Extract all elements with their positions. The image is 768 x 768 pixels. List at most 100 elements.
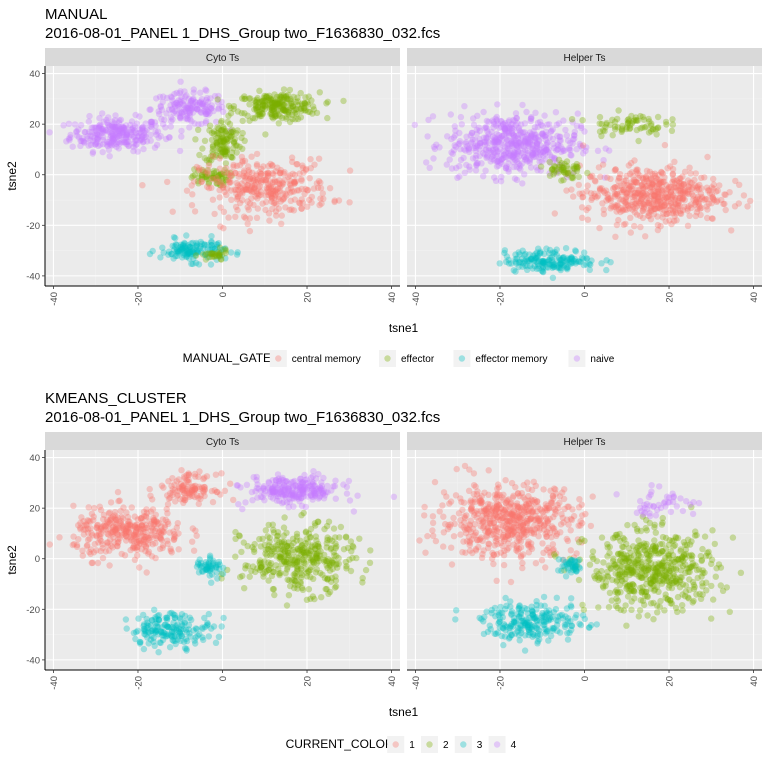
data-point [94,136,101,143]
data-point [304,187,311,194]
data-point [531,150,538,157]
legend-item: central memory [269,350,361,367]
data-point [69,541,77,549]
facet-strip-label: Helper Ts [563,437,605,448]
data-point [162,124,169,131]
data-point [186,109,193,117]
data-point [302,94,309,101]
data-point [204,107,211,114]
data-point [133,141,140,148]
data-point [161,116,168,123]
data-point [513,176,521,184]
data-point [160,93,167,100]
data-point [709,527,716,534]
data-point [148,118,156,126]
data-point [118,129,125,136]
data-point [189,100,196,107]
data-point [252,102,259,109]
data-point [178,127,185,135]
data-point [183,477,190,484]
data-point [342,533,350,540]
data-point [431,478,439,486]
data-point [241,110,248,117]
data-point [479,550,486,558]
x-tick-label: 0 [218,676,229,681]
data-point [693,532,700,539]
data-point [210,175,217,182]
data-point [496,157,503,165]
data-point [480,108,487,116]
data-point [281,558,288,565]
data-point [178,110,185,117]
data-point [167,93,175,100]
data-point [178,611,186,618]
data-point [490,560,497,568]
data-point [238,134,245,141]
data-point [197,98,205,105]
data-point [637,192,644,199]
data-point [171,107,178,115]
data-point [139,182,146,189]
data-point [448,561,456,568]
data-point [291,107,298,114]
data-point [186,124,193,131]
data-point [519,101,526,109]
data-point [156,93,164,101]
data-point [282,570,289,577]
data-point [519,564,526,572]
data-point [196,151,203,159]
data-point [108,138,116,145]
data-point [280,195,287,203]
data-point [122,122,130,129]
data-point [539,540,546,547]
data-point [366,559,374,566]
data-point [215,145,223,153]
data-point [198,240,205,247]
data-point [591,193,599,200]
data-point [588,257,595,264]
data-point [115,127,122,135]
data-point [176,147,184,155]
data-point [218,470,225,477]
data-point [270,568,277,575]
data-point [103,141,111,148]
data-point [522,146,529,154]
data-point [128,504,135,511]
data-point [304,203,311,210]
data-point [146,485,153,493]
data-point [123,130,131,137]
data-point [132,137,139,145]
data-point [265,94,273,102]
data-point [127,121,134,129]
data-point [740,192,748,199]
data-point [298,205,305,212]
data-point [180,101,187,109]
data-point [279,114,286,122]
data-point [323,562,330,569]
data-point [168,251,175,258]
data-point [490,551,497,558]
data-point [215,633,223,640]
data-point [131,556,139,563]
data-point [231,136,239,143]
data-point [475,124,483,131]
data-point [282,204,289,211]
data-point [186,101,194,109]
data-point [281,548,288,555]
data-point [267,96,275,103]
data-point [84,536,92,543]
y-tick-label: 20 [29,120,40,131]
data-point [500,534,507,541]
data-point [187,105,195,112]
legend-key [384,355,391,362]
data-point [255,99,262,106]
data-point [219,149,226,156]
data-point [298,105,305,112]
data-point [223,138,231,146]
legend-key [573,355,581,362]
data-point [56,534,63,541]
data-point [100,129,107,136]
data-point [541,112,548,119]
data-point [643,527,650,534]
data-point [276,99,284,107]
